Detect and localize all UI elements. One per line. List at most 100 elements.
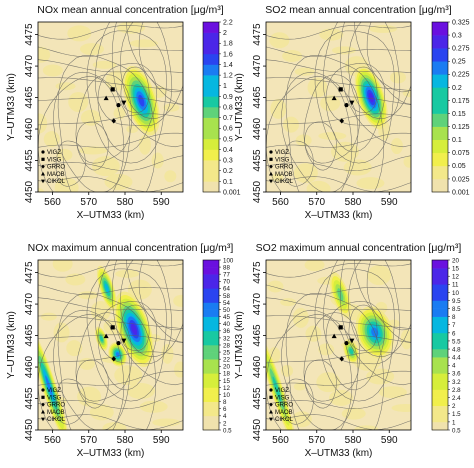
colorbar-segment — [432, 87, 448, 101]
low-patch — [53, 322, 70, 343]
colorbar: 0.52468101215182022252832364045505458647… — [202, 257, 234, 434]
legend-label: GRRO — [275, 165, 293, 171]
y-tick-label: 4450 — [252, 180, 263, 203]
colorbar-segment — [432, 373, 448, 382]
low-patch — [80, 43, 105, 56]
low-patch — [38, 188, 44, 192]
contour-line — [348, 260, 411, 357]
colorbar-label: 1.8 — [223, 41, 233, 48]
contour-line — [348, 66, 378, 113]
legend-label: VIGZ — [275, 150, 289, 156]
colorbar-segment — [203, 288, 219, 296]
hotspot-level — [138, 94, 145, 107]
colorbar-segment — [432, 300, 448, 309]
station-vigz — [116, 103, 121, 108]
low-patch — [40, 312, 57, 321]
colorbar-label: 4.4 — [452, 355, 461, 362]
colorbar-label: 12 — [452, 274, 459, 281]
colorbar-segment — [432, 268, 448, 277]
legend-square — [269, 157, 273, 161]
colorbar-segment — [432, 74, 448, 88]
contour-line — [38, 132, 183, 148]
concentration-field — [266, 22, 411, 192]
contour-line — [75, 74, 132, 164]
low-patch — [126, 125, 139, 134]
colorbar-segment — [203, 22, 219, 33]
colorbar-segment — [203, 96, 219, 108]
colorbar-segment — [432, 308, 448, 317]
low-patch — [316, 372, 341, 393]
colorbar-segment — [432, 421, 448, 431]
y-tick-label: 4475 — [252, 261, 263, 284]
colorbar-label: 0.1 — [223, 179, 233, 186]
legend-label: MAOB — [47, 172, 65, 178]
contour-line — [38, 59, 183, 73]
contour-line — [266, 263, 411, 278]
low-patch — [42, 64, 63, 77]
contour-line — [138, 22, 183, 93]
colorbar-label: 45 — [223, 314, 230, 321]
low-patch — [55, 82, 76, 91]
low-patch — [127, 279, 152, 300]
colorbar-label: 2.8 — [452, 387, 461, 394]
colorbar-segment — [432, 48, 448, 62]
legend-marker — [41, 402, 45, 407]
colorbar-segment — [432, 139, 448, 154]
colorbar-segment — [432, 413, 448, 423]
colorbar-segment — [432, 316, 448, 326]
concentration-field — [38, 22, 183, 192]
terrain-contours — [266, 260, 411, 430]
low-patch — [403, 155, 411, 168]
contour-line — [314, 30, 395, 164]
colorbar-label: 0.9 — [223, 94, 233, 101]
low-patch — [65, 273, 86, 286]
colorbar-label: 58 — [223, 293, 230, 300]
colorbar-segment — [203, 85, 219, 97]
colorbar-label: 18 — [223, 371, 230, 378]
legend-marker — [269, 409, 273, 414]
colorbar-label: 12 — [223, 385, 230, 392]
legend-triangle-down — [41, 417, 45, 422]
contour-line — [266, 77, 411, 91]
colorbar-label: 0.8 — [223, 104, 233, 111]
x-tick-label: 570 — [80, 197, 97, 208]
legend-label: CIKOL — [275, 417, 294, 423]
colorbar-segment — [432, 276, 448, 285]
colorbar-label: 1 — [452, 419, 456, 426]
x-tick-label: 560 — [272, 435, 289, 446]
legend-marker — [41, 417, 45, 422]
colorbar-segment — [203, 138, 219, 150]
contour-line — [76, 359, 109, 409]
low-patch — [79, 146, 108, 155]
contour-line — [38, 284, 183, 295]
colorbar-segment — [203, 316, 219, 325]
hotspot-level — [99, 335, 104, 342]
colorbar-label: 15 — [452, 265, 459, 272]
station-vigz — [116, 341, 121, 346]
contour-line — [303, 312, 360, 402]
colorbar-label: 0.6 — [223, 126, 233, 133]
colorbar-segment — [432, 397, 448, 407]
station-cikol — [121, 338, 127, 344]
colorbar-label: 28 — [223, 342, 230, 349]
colorbar-segment — [432, 389, 448, 398]
colorbar-segment — [203, 149, 219, 161]
colorbar-label: 32 — [223, 335, 230, 342]
colorbar-label: 8 — [452, 314, 456, 321]
hotspot-level — [104, 283, 109, 294]
legend-square — [41, 157, 45, 161]
contour-line — [366, 22, 411, 93]
colorbar-label: 4 — [452, 363, 456, 370]
station-cikol — [349, 100, 355, 106]
colorbar-segment — [432, 260, 448, 269]
contour-line — [38, 414, 183, 430]
panel-title: NOx maximum annual concentration [μg/m³] — [28, 242, 234, 254]
legend-square — [41, 395, 45, 399]
low-patch — [102, 422, 127, 430]
panel-title: SO2 mean annual concentration [μg/m³] — [265, 4, 451, 16]
contour-line — [38, 113, 183, 126]
colorbar-segment — [432, 178, 448, 193]
contour-line — [75, 312, 132, 402]
hotspot — [114, 291, 154, 368]
